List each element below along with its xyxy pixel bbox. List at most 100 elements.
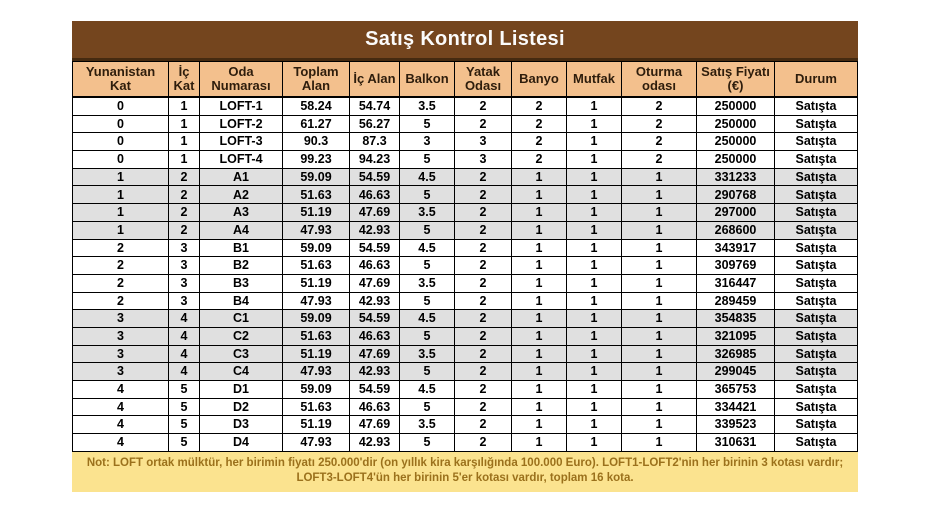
table-cell: 268600 xyxy=(696,220,775,240)
table-cell: 2 xyxy=(168,185,200,205)
table-cell: 4 xyxy=(168,309,200,328)
table-cell: 0 xyxy=(72,132,169,152)
table-cell: 1 xyxy=(566,273,622,293)
table-cell: LOFT-3 xyxy=(199,132,283,152)
table-cell: B4 xyxy=(199,291,283,311)
page-title: Satış Kontrol Listesi xyxy=(72,21,858,61)
table-cell: 5 xyxy=(399,220,455,240)
table-row: 3 4 C2 51.63 46.63 5 2 1 1 1 321095 Satışta xyxy=(72,326,858,346)
table-cell: 2 xyxy=(168,203,200,222)
table-cell: Satışta xyxy=(774,362,858,381)
table-cell: 2 xyxy=(454,185,512,205)
table-cell: 51.19 xyxy=(282,273,350,293)
table-cell: 51.63 xyxy=(282,185,350,205)
table-cell: 47.93 xyxy=(282,291,350,311)
table-cell: 1 xyxy=(72,167,169,187)
table-cell: 1 xyxy=(621,238,697,258)
table-cell: B2 xyxy=(199,256,283,275)
table-cell: 1 xyxy=(621,344,697,364)
table-cell: 59.09 xyxy=(282,238,350,258)
table-cell: B1 xyxy=(199,238,283,258)
table-cell: 2 xyxy=(454,309,512,328)
table-cell: 3 xyxy=(168,256,200,275)
table-row: 4 5 D3 51.19 47.69 3.5 2 1 1 1 339523 Satışta xyxy=(72,415,858,435)
table-cell: D1 xyxy=(199,380,283,399)
table-cell: 321095 xyxy=(696,326,775,346)
table-cell: 2 xyxy=(454,344,512,364)
table-cell: 1 xyxy=(566,380,622,399)
table-cell: 4.5 xyxy=(399,380,455,399)
table-cell: 4.5 xyxy=(399,167,455,187)
column-header: İç Alan xyxy=(349,61,400,98)
table-cell: 1 xyxy=(566,220,622,240)
table-cell: 299045 xyxy=(696,362,775,381)
table-cell: 1 xyxy=(72,185,169,205)
table-cell: Satışta xyxy=(774,185,858,205)
table-cell: 56.27 xyxy=(349,114,400,134)
table-cell: Satışta xyxy=(774,380,858,399)
table-cell: 1 xyxy=(621,220,697,240)
table-cell: 1 xyxy=(566,291,622,311)
table-cell: 1 xyxy=(566,203,622,222)
table-cell: 2 xyxy=(454,220,512,240)
table-cell: 47.69 xyxy=(349,273,400,293)
column-header: Toplam Alan xyxy=(282,61,350,98)
table-cell: 2 xyxy=(621,96,697,116)
table-cell: 5 xyxy=(168,380,200,399)
table-cell: 1 xyxy=(511,362,567,381)
table-cell: 1 xyxy=(511,238,567,258)
table-row: 4 5 D4 47.93 42.93 5 2 1 1 1 310631 Satışta xyxy=(72,433,858,452)
table-cell: Satışta xyxy=(774,238,858,258)
table-cell: 1 xyxy=(511,185,567,205)
table-cell: Satışta xyxy=(774,273,858,293)
column-header: Yunanistan Kat xyxy=(72,61,169,98)
table-cell: LOFT-1 xyxy=(199,96,283,116)
table-row: 4 5 D1 59.09 54.59 4.5 2 1 1 1 365753 Satışta xyxy=(72,380,858,399)
table-cell: Satışta xyxy=(774,326,858,346)
table-cell: 3 xyxy=(168,291,200,311)
table-cell: 1 xyxy=(621,256,697,275)
table-cell: 3 xyxy=(168,273,200,293)
table-cell: 334421 xyxy=(696,397,775,417)
table-cell: 1 xyxy=(621,291,697,311)
table-cell: 61.27 xyxy=(282,114,350,134)
table-cell: Satışta xyxy=(774,203,858,222)
table-cell: 250000 xyxy=(696,150,775,169)
table-cell: 2 xyxy=(72,291,169,311)
table-cell: 250000 xyxy=(696,132,775,152)
table-cell: 3 xyxy=(168,238,200,258)
table-cell: 1 xyxy=(566,256,622,275)
table-cell: Satışta xyxy=(774,132,858,152)
table-cell: 1 xyxy=(566,415,622,435)
table-cell: 1 xyxy=(566,433,622,452)
table-cell: 3 xyxy=(454,150,512,169)
table-row: 4 5 D2 51.63 46.63 5 2 1 1 1 334421 Satışta xyxy=(72,397,858,417)
table-cell: 2 xyxy=(454,380,512,399)
table-cell: Satışta xyxy=(774,167,858,187)
header-row: Yunanistan Kat İç Kat Oda Numarası Toplam A… xyxy=(72,61,858,98)
table-row: 0 1 LOFT-2 61.27 56.27 5 2 2 1 2 250000 Satışta xyxy=(72,114,858,134)
table-row: 1 2 A2 51.63 46.63 5 2 1 1 1 290768 Satışta xyxy=(72,185,858,205)
table-cell: 87.3 xyxy=(349,132,400,152)
table-cell: 2 xyxy=(511,114,567,134)
table-cell: Satışta xyxy=(774,415,858,435)
table-cell: 51.19 xyxy=(282,415,350,435)
table-cell: 47.69 xyxy=(349,415,400,435)
table-cell: 3 xyxy=(399,132,455,152)
table-cell: 2 xyxy=(168,220,200,240)
table-cell: 2 xyxy=(454,273,512,293)
table-cell: 1 xyxy=(566,132,622,152)
table-cell: 3.5 xyxy=(399,415,455,435)
table-cell: 1 xyxy=(621,273,697,293)
table-cell: 94.23 xyxy=(349,150,400,169)
table-cell: 59.09 xyxy=(282,309,350,328)
table-cell: 1 xyxy=(511,273,567,293)
table-row: 3 4 C3 51.19 47.69 3.5 2 1 1 1 326985 Satışta xyxy=(72,344,858,364)
table-row: 2 3 B3 51.19 47.69 3.5 2 1 1 1 316447 Satışta xyxy=(72,273,858,293)
table-cell: Satışta xyxy=(774,344,858,364)
table-cell: 310631 xyxy=(696,433,775,452)
table-cell: 1 xyxy=(511,397,567,417)
table-cell: Satışta xyxy=(774,433,858,452)
table-cell: 2 xyxy=(454,326,512,346)
table-cell: Satışta xyxy=(774,96,858,116)
